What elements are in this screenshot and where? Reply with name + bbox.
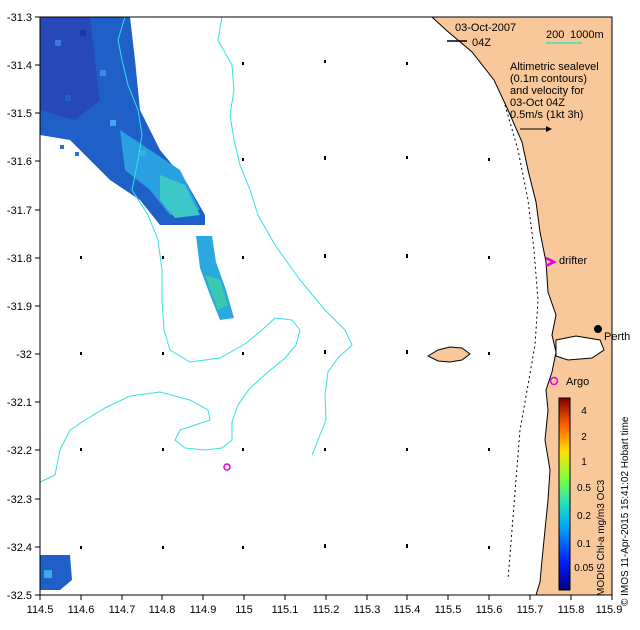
x-tick-label: 115.7 [517, 604, 544, 616]
perth-marker [594, 325, 602, 333]
description-line: 03-Oct 04Z [510, 97, 565, 109]
x-tick-label: 114.5 [27, 604, 54, 616]
y-tick-label: -31.7 [7, 205, 32, 217]
axis-ticks [35, 16, 613, 600]
velocity-scale-arrow [520, 126, 552, 132]
y-tick-label: -31.8 [7, 253, 32, 265]
x-tick-label: 115.6 [476, 604, 503, 616]
y-tick-labels: -31.3 -31.4 -31.5 -31.6 -31.7 -31.8 -31.… [7, 12, 32, 602]
description-line: 0.5m/s (1kt 3h) [510, 109, 583, 121]
map-description: Altimetric sealevel (0.1m contours) and … [510, 61, 599, 121]
chlorophyll-corner [40, 555, 72, 590]
y-tick-label: -31.6 [7, 156, 32, 168]
credit-text: © IMOS 11-Apr-2015 15:41:02 Hobart time [620, 416, 631, 606]
x-tick-label: 115.4 [394, 604, 421, 616]
chlorophyll-swath [40, 17, 205, 225]
y-tick-label: -32.3 [7, 494, 32, 506]
colorbar-tick: 1 [581, 457, 587, 468]
y-tick-label: -31.3 [7, 12, 32, 24]
description-line: Altimetric sealevel [510, 61, 599, 73]
colorbar-tick: 0.1 [577, 539, 591, 550]
depth-legend-200: 200 [546, 29, 564, 41]
description-line: and velocity for [510, 85, 584, 97]
colorbar-tick: 4 [581, 406, 587, 417]
x-tick-label: 114.6 [68, 604, 95, 616]
colorbar-title: MODIS Chl-a mg/m3 OC3 [596, 479, 607, 596]
sealevel-contours [40, 17, 353, 483]
argo-marker [549, 376, 559, 386]
swan-river [555, 335, 605, 361]
colorbar-tick: 0.05 [574, 563, 594, 574]
x-tick-label: 115 [235, 604, 253, 616]
drifter-marker [545, 256, 557, 268]
y-tick-label: -32.4 [7, 542, 32, 554]
y-tick-label: -31.4 [7, 60, 32, 72]
map-time: 04Z [472, 37, 491, 49]
y-tick-label: -32 [16, 349, 32, 361]
x-tick-label: 115.2 [313, 604, 340, 616]
x-tick-label: 114.9 [190, 604, 217, 616]
argo-label: Argo [566, 376, 589, 388]
x-tick-label: 114.8 [149, 604, 176, 616]
chlorophyll-streak [196, 236, 234, 320]
y-tick-label: -31.9 [7, 301, 32, 313]
colorbar-tick: 0.5 [577, 483, 591, 494]
description-line: (0.1m contours) [510, 73, 587, 85]
depth-legend-1000: 1000m [570, 29, 604, 41]
velocity-vectors [80, 60, 490, 549]
y-tick-label: -32.5 [7, 590, 32, 602]
x-tick-label: 115.9 [596, 604, 623, 616]
perth-label: Perth [604, 331, 630, 343]
argo-marker-offshore [223, 463, 231, 471]
y-tick-label: -32.1 [7, 397, 32, 409]
colorbar-tick: 0.2 [577, 511, 591, 522]
x-tick-label: 115.5 [435, 604, 462, 616]
x-tick-label: 115.8 [558, 604, 585, 616]
x-tick-label: 115.1 [272, 604, 299, 616]
x-tick-label: 115.3 [354, 604, 381, 616]
colorbar-tick: 2 [581, 432, 587, 443]
x-tick-labels: 114.5 114.6 114.7 114.8 114.9 115 115.1 … [27, 604, 623, 616]
x-tick-label: 114.7 [109, 604, 136, 616]
map-date: 03-Oct-2007 [455, 22, 516, 34]
y-tick-label: -31.5 [7, 108, 32, 120]
rottnest-island [426, 346, 471, 363]
chlorophyll-colorbar: 4 2 1 0.5 0.2 0.1 0.05 MODIS Chl-a mg/m3… [558, 397, 607, 596]
depth-contour-200 [504, 104, 539, 581]
y-tick-label: -32.2 [7, 445, 32, 457]
drifter-label: drifter [559, 255, 587, 267]
